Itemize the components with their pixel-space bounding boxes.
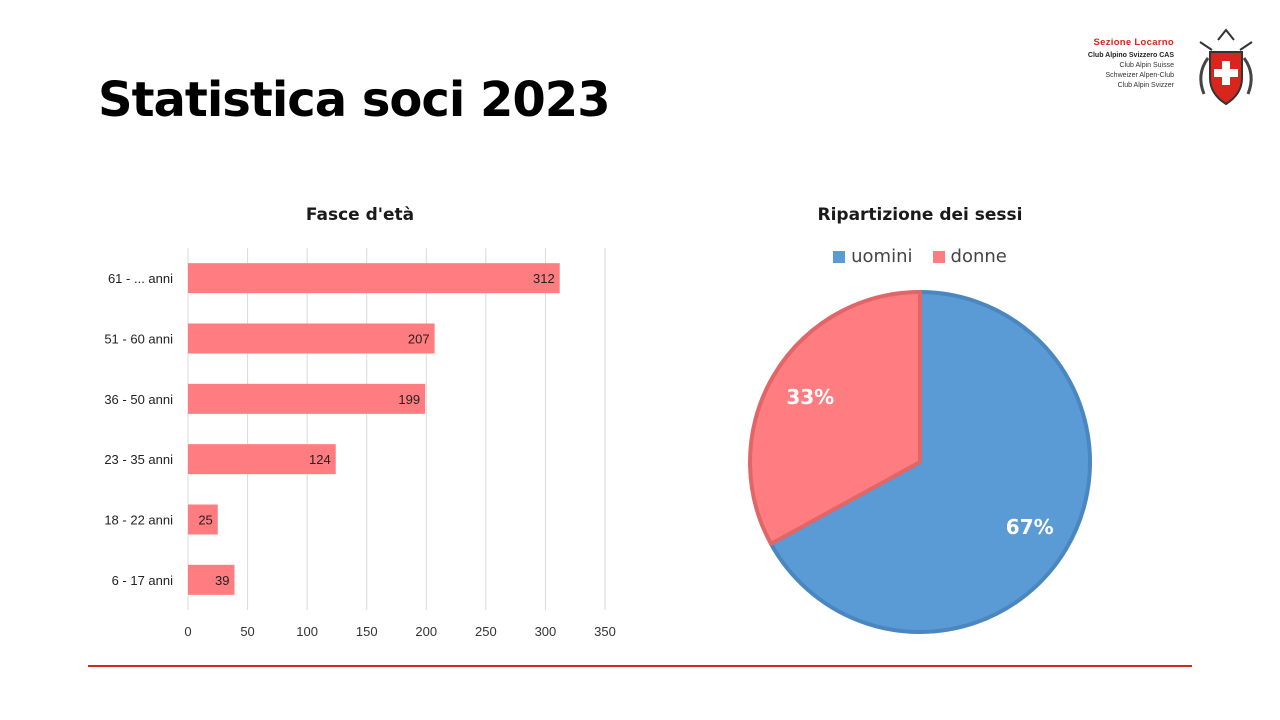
legend-label-uomini: uomini bbox=[851, 246, 913, 267]
x-tick-label: 250 bbox=[475, 624, 497, 639]
bar-data-label: 25 bbox=[198, 513, 212, 528]
bar bbox=[188, 263, 560, 294]
bar-data-label: 312 bbox=[533, 271, 555, 286]
legend-swatch-donne bbox=[932, 250, 945, 263]
category-label: 18 - 22 anni bbox=[104, 513, 173, 528]
pie-data-label: 33% bbox=[786, 385, 834, 409]
bar bbox=[188, 564, 235, 595]
logo-club-name-fr: Club Alpin Suisse bbox=[1119, 62, 1174, 69]
category-label: 51 - 60 anni bbox=[104, 332, 173, 347]
category-label: 36 - 50 anni bbox=[104, 392, 173, 407]
category-label: 61 - ... anni bbox=[108, 271, 173, 286]
x-tick-label: 100 bbox=[296, 624, 318, 639]
legend-label-donne: donne bbox=[950, 246, 1007, 267]
pie-chart-title: Ripartizione dei sessi bbox=[817, 205, 1023, 225]
bar-data-label: 39 bbox=[215, 573, 229, 588]
legend-item-donne: donne bbox=[932, 246, 1007, 267]
club-logo: Sezione Locarno Club Alpino Svizzero CAS… bbox=[1072, 28, 1262, 110]
logo-club-name-de: Schweizer Alpen-Club bbox=[1105, 72, 1174, 79]
bar-data-label: 124 bbox=[309, 452, 331, 467]
category-label: 6 - 17 anni bbox=[112, 573, 174, 588]
category-label: 23 - 35 anni bbox=[104, 452, 173, 467]
x-tick-label: 350 bbox=[594, 624, 616, 639]
pie-data-label: 67% bbox=[1006, 515, 1054, 539]
x-tick-label: 50 bbox=[240, 624, 254, 639]
bar-data-label: 207 bbox=[408, 332, 430, 347]
x-tick-label: 300 bbox=[535, 624, 557, 639]
bar bbox=[188, 323, 435, 354]
bar bbox=[188, 444, 336, 475]
pie-slice bbox=[748, 290, 922, 546]
pie-slice bbox=[769, 290, 1092, 634]
logo-club-name-rm: Club Alpin Svizzer bbox=[1117, 82, 1174, 89]
swiss-cross-shield-icon bbox=[1199, 28, 1253, 106]
logo-text: Sezione Locarno Club Alpino Svizzero CAS… bbox=[1088, 38, 1174, 91]
pie-legend: uomini donne bbox=[760, 246, 1080, 267]
page-title: Statistica soci 2023 bbox=[98, 72, 611, 128]
x-tick-label: 150 bbox=[356, 624, 378, 639]
legend-swatch-uomini bbox=[833, 250, 846, 263]
bar bbox=[188, 504, 218, 535]
footer-rule bbox=[88, 665, 1192, 667]
logo-club-name: Club Alpino Svizzero CAS bbox=[1087, 52, 1174, 59]
bar-data-label: 199 bbox=[398, 392, 420, 407]
x-tick-label: 0 bbox=[184, 624, 191, 639]
legend-item-uomini: uomini bbox=[833, 246, 913, 267]
x-tick-label: 200 bbox=[415, 624, 437, 639]
bar-chart-title: Fasce d'età bbox=[305, 205, 415, 225]
bar bbox=[188, 383, 426, 414]
logo-section-name: Sezione Locarno bbox=[1093, 37, 1174, 48]
